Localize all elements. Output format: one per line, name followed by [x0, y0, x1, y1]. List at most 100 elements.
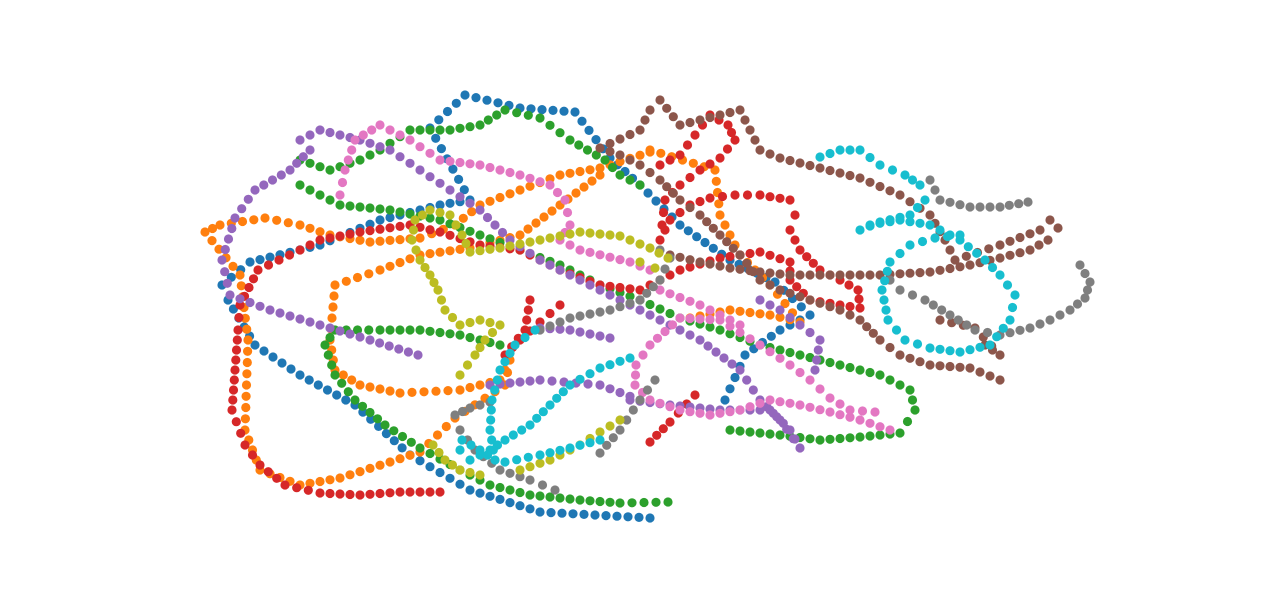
data-point [375, 384, 385, 394]
data-point [465, 332, 475, 343]
data-point [995, 375, 1005, 385]
data-point [505, 485, 515, 495]
data-point [642, 385, 653, 395]
data-point [720, 220, 730, 230]
data-point [605, 252, 615, 262]
data-point [615, 295, 625, 305]
data-point [605, 230, 615, 240]
data-point [425, 487, 435, 497]
data-point [595, 427, 605, 437]
data-point [255, 301, 265, 311]
data-point [615, 282, 625, 293]
data-point [905, 210, 915, 220]
data-point [735, 105, 745, 115]
data-point [875, 370, 885, 380]
data-point [243, 346, 253, 356]
data-point [995, 350, 1005, 360]
data-point [935, 265, 945, 275]
data-point [1035, 319, 1045, 329]
data-point [465, 403, 475, 413]
data-point [695, 165, 705, 175]
data-point [461, 238, 471, 249]
data-point [862, 322, 872, 332]
data-point [265, 305, 275, 315]
data-point [651, 196, 661, 206]
data-point [915, 357, 925, 367]
data-point [895, 269, 905, 279]
data-point [885, 186, 895, 196]
data-point [854, 294, 864, 304]
data-point [325, 233, 335, 243]
data-point [434, 447, 444, 458]
data-point [715, 153, 725, 163]
data-point [335, 190, 345, 200]
data-point [1072, 299, 1083, 309]
data-point [635, 125, 645, 135]
data-point [775, 305, 785, 315]
data-point [545, 321, 555, 331]
data-point [825, 393, 835, 403]
data-point [605, 305, 615, 315]
data-point [345, 470, 355, 480]
data-point [505, 348, 515, 358]
data-point [995, 202, 1005, 212]
data-point [487, 435, 497, 445]
data-point [343, 387, 353, 397]
data-point [730, 190, 740, 200]
data-point [411, 245, 421, 255]
data-point [355, 155, 365, 165]
data-point [268, 352, 278, 362]
data-point [625, 284, 635, 294]
data-point [462, 360, 473, 370]
data-point [445, 230, 455, 240]
data-point [855, 303, 865, 313]
data-point [389, 426, 399, 436]
data-point [723, 120, 733, 130]
data-point [583, 379, 593, 389]
data-point [283, 218, 293, 228]
data-point [845, 270, 855, 280]
data-point [305, 478, 315, 488]
series-18 [925, 175, 1033, 212]
data-point [985, 202, 995, 212]
data-point [535, 177, 545, 187]
data-point [875, 430, 885, 440]
data-point [298, 152, 308, 162]
data-point [685, 172, 695, 183]
data-point [652, 333, 663, 343]
data-point [915, 268, 925, 278]
data-point [642, 288, 652, 298]
data-point [625, 298, 635, 308]
data-point [565, 168, 575, 178]
data-point [315, 125, 325, 135]
data-point [485, 491, 495, 501]
data-point [605, 281, 615, 291]
data-point [602, 440, 612, 450]
data-point [590, 510, 600, 520]
data-point [330, 370, 340, 380]
data-point [575, 227, 585, 237]
data-point [259, 346, 269, 356]
data-point [545, 448, 555, 458]
data-point [425, 205, 435, 215]
data-point [525, 237, 535, 247]
data-point [305, 158, 315, 168]
data-point [587, 176, 597, 186]
data-point [523, 224, 533, 234]
data-point [725, 425, 735, 435]
data-point [675, 313, 685, 323]
data-point [455, 370, 465, 380]
data-point [555, 493, 565, 503]
data-point [341, 395, 351, 405]
data-point [790, 210, 800, 220]
data-point [668, 112, 678, 122]
data-point [965, 363, 975, 373]
data-point [425, 326, 435, 336]
data-point [447, 312, 458, 323]
data-point [595, 363, 605, 373]
data-point [995, 240, 1005, 250]
data-point [455, 465, 465, 475]
data-point [905, 217, 915, 227]
data-point [447, 460, 458, 470]
